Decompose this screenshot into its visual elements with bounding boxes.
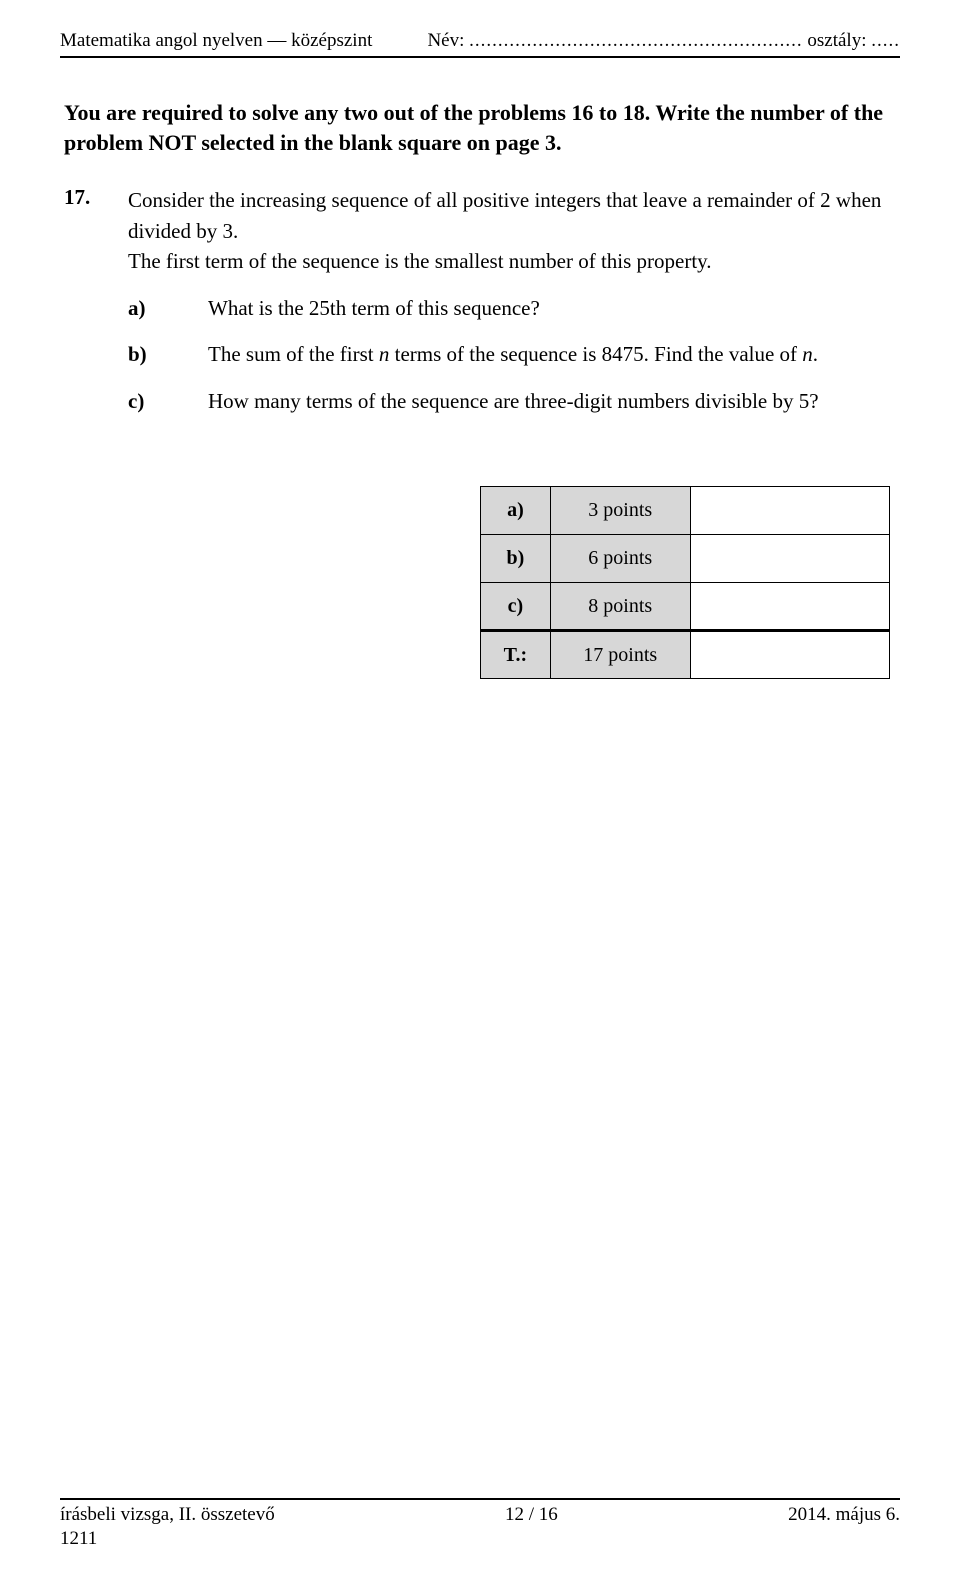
subpart-c: c) How many terms of the sequence are th… bbox=[64, 386, 896, 416]
subpart-b-text: The sum of the first n terms of the sequ… bbox=[208, 339, 896, 369]
points-row-a-blank bbox=[690, 487, 889, 535]
table-total-row: T.: 17 points bbox=[481, 631, 890, 679]
points-total-label: T.: bbox=[481, 631, 551, 679]
points-row-c-label: c) bbox=[481, 583, 551, 631]
page-header: Matematika angol nyelven — középszint Né… bbox=[60, 30, 900, 52]
subpart-c-text: How many terms of the sequence are three… bbox=[208, 386, 896, 416]
header-name-class: Név: ...................................… bbox=[427, 30, 900, 52]
name-label: Név: bbox=[427, 30, 464, 51]
footer-left: írásbeli vizsga, II. összetevő bbox=[60, 1504, 275, 1526]
subpart-a: a) What is the 25th term of this sequenc… bbox=[64, 293, 896, 323]
class-dots: ..... bbox=[871, 30, 900, 52]
points-row-a-label: a) bbox=[481, 487, 551, 535]
subpart-b-label: b) bbox=[128, 339, 168, 369]
header-subject: Matematika angol nyelven — középszint bbox=[60, 30, 372, 52]
problem-text-2: The first term of the sequence is the sm… bbox=[128, 249, 712, 273]
points-row-a-value: 3 points bbox=[550, 487, 690, 535]
page-footer: írásbeli vizsga, II. összetevő 12 / 16 2… bbox=[60, 1498, 900, 1550]
content-area: You are required to solve any two out of… bbox=[60, 58, 900, 679]
subpart-a-label: a) bbox=[128, 293, 168, 323]
points-row-b-blank bbox=[690, 535, 889, 583]
subpart-a-text: What is the 25th term of this sequence? bbox=[208, 293, 896, 323]
problem-block: 17. Consider the increasing sequence of … bbox=[60, 185, 900, 276]
points-row-c-blank bbox=[690, 583, 889, 631]
instructions-text: You are required to solve any two out of… bbox=[60, 98, 900, 157]
footer-code: 1211 bbox=[60, 1528, 900, 1550]
footer-rule bbox=[60, 1498, 900, 1500]
table-row: a) 3 points bbox=[481, 487, 890, 535]
table-row: b) 6 points bbox=[481, 535, 890, 583]
footer-center: 12 / 16 bbox=[505, 1504, 558, 1526]
points-table: a) 3 points b) 6 points c) 8 points T.: … bbox=[480, 486, 890, 679]
subpart-b: b) The sum of the first n terms of the s… bbox=[64, 339, 896, 369]
points-row-c-value: 8 points bbox=[550, 583, 690, 631]
points-row-b-label: b) bbox=[481, 535, 551, 583]
problem-body: Consider the increasing sequence of all … bbox=[128, 185, 896, 276]
points-row-b-value: 6 points bbox=[550, 535, 690, 583]
points-total-blank bbox=[690, 631, 889, 679]
class-label: osztály: bbox=[807, 30, 866, 51]
subpart-c-label: c) bbox=[128, 386, 168, 416]
name-dots: ........................................… bbox=[469, 30, 803, 52]
footer-right: 2014. május 6. bbox=[788, 1504, 900, 1526]
points-total-value: 17 points bbox=[550, 631, 690, 679]
table-row: c) 8 points bbox=[481, 583, 890, 631]
problem-number: 17. bbox=[64, 185, 104, 276]
subparts: a) What is the 25th term of this sequenc… bbox=[60, 293, 900, 416]
problem-text-1: Consider the increasing sequence of all … bbox=[128, 188, 881, 242]
footer-row: írásbeli vizsga, II. összetevő 12 / 16 2… bbox=[60, 1504, 900, 1526]
